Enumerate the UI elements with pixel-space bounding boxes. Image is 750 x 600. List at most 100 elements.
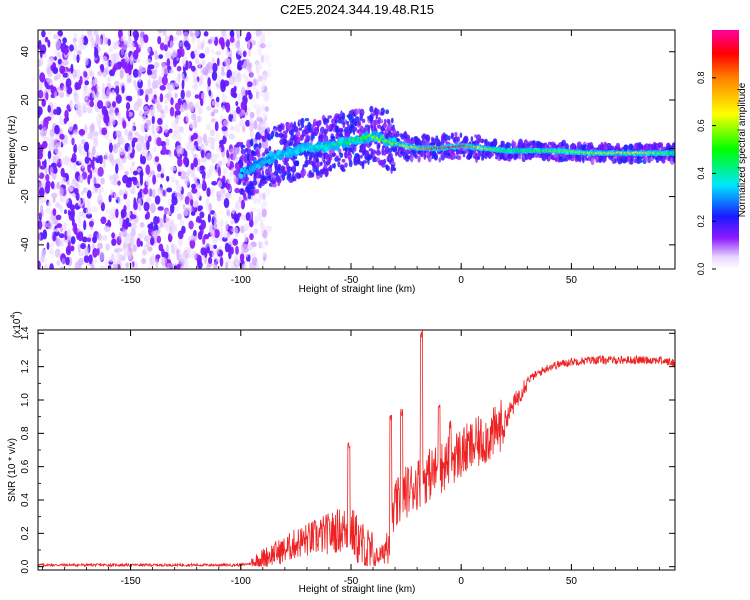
noise-speck bbox=[157, 117, 163, 125]
noise-speck bbox=[54, 124, 60, 135]
noise-speck bbox=[195, 101, 200, 109]
noise-speck bbox=[166, 210, 171, 216]
noise-speck bbox=[90, 79, 96, 88]
halo-speck bbox=[362, 160, 368, 164]
noise-speck bbox=[252, 196, 259, 204]
noise-speck bbox=[117, 117, 122, 126]
noise-speck bbox=[97, 242, 103, 250]
noise-speck bbox=[179, 72, 185, 78]
noise-speck bbox=[166, 58, 171, 68]
noise-speck bbox=[38, 124, 43, 131]
noise-speck bbox=[39, 72, 46, 83]
noise-speck bbox=[111, 101, 117, 108]
noise-speck bbox=[214, 169, 218, 175]
halo-speck bbox=[304, 125, 309, 132]
noise-speck bbox=[89, 100, 95, 108]
halo-speck bbox=[404, 154, 410, 162]
noise-speck bbox=[176, 184, 183, 192]
noise-speck bbox=[96, 232, 102, 241]
noise-speck bbox=[262, 192, 267, 201]
ridge-outer bbox=[372, 130, 377, 137]
noise-speck bbox=[68, 182, 74, 192]
halo-speck bbox=[354, 145, 357, 152]
noise-speck bbox=[210, 187, 215, 197]
halo-speck bbox=[271, 183, 277, 188]
halo-speck bbox=[638, 141, 642, 150]
noise-speck bbox=[104, 100, 111, 107]
noise-speck bbox=[235, 245, 239, 255]
noise-speck bbox=[224, 57, 231, 64]
noise-speck bbox=[256, 261, 259, 267]
noise-speck bbox=[115, 94, 122, 104]
noise-speck bbox=[89, 124, 95, 134]
noise-speck bbox=[192, 132, 198, 140]
noise-speck bbox=[161, 256, 167, 266]
halo-speck bbox=[470, 136, 474, 143]
noise-speck bbox=[150, 203, 156, 214]
noise-speck bbox=[166, 244, 169, 253]
noise-speck bbox=[84, 80, 89, 86]
noise-speck bbox=[38, 199, 43, 205]
noise-speck bbox=[96, 90, 101, 96]
noise-speck bbox=[190, 65, 196, 72]
noise-speck bbox=[241, 214, 246, 221]
noise-speck bbox=[254, 103, 261, 110]
noise-speck bbox=[137, 90, 141, 97]
noise-speck bbox=[245, 77, 249, 84]
noise-speck bbox=[91, 89, 95, 99]
halo-speck bbox=[563, 157, 569, 162]
snr-multiplier-exp: 4 bbox=[10, 315, 17, 319]
noise-speck bbox=[154, 195, 161, 205]
halo-speck bbox=[559, 156, 562, 161]
halo-speck bbox=[598, 158, 602, 163]
noise-speck bbox=[64, 209, 67, 214]
halo-speck bbox=[252, 179, 258, 186]
noise-speck bbox=[104, 151, 109, 161]
noise-speck bbox=[85, 207, 92, 215]
halo-speck bbox=[506, 142, 512, 148]
noise-speck bbox=[112, 66, 117, 73]
halo-speck bbox=[275, 131, 279, 136]
noise-speck bbox=[60, 176, 67, 182]
noise-speck bbox=[120, 36, 124, 42]
halo-speck bbox=[238, 178, 242, 186]
noise-speck bbox=[125, 182, 132, 188]
noise-speck bbox=[66, 104, 70, 111]
noise-speck bbox=[100, 216, 107, 225]
noise-speck bbox=[242, 73, 247, 78]
noise-speck bbox=[147, 266, 154, 269]
noise-speck bbox=[145, 93, 149, 103]
halo-speck bbox=[251, 150, 255, 157]
noise-speck bbox=[205, 123, 211, 131]
halo-speck bbox=[319, 133, 325, 140]
halo-speck bbox=[315, 170, 321, 176]
noise-speck bbox=[256, 212, 263, 222]
noise-speck bbox=[209, 243, 214, 250]
halo-speck bbox=[277, 181, 281, 187]
noise-speck bbox=[187, 236, 194, 241]
noise-speck bbox=[39, 56, 44, 67]
noise-speck bbox=[157, 206, 164, 211]
noise-speck bbox=[261, 203, 266, 210]
y-tick-label: 0.8 bbox=[20, 426, 31, 440]
halo-speck bbox=[295, 125, 298, 133]
noise-speck bbox=[123, 41, 127, 51]
noise-speck bbox=[249, 233, 254, 241]
halo-speck bbox=[501, 140, 504, 146]
halo-speck bbox=[262, 180, 268, 184]
halo-speck bbox=[561, 139, 567, 147]
noise-speck bbox=[92, 156, 96, 162]
noise-speck bbox=[193, 206, 198, 213]
noise-speck bbox=[130, 223, 137, 231]
halo-speck bbox=[286, 166, 293, 172]
noise-speck bbox=[82, 186, 89, 194]
halo-speck bbox=[375, 108, 380, 115]
noise-speck bbox=[219, 189, 226, 194]
noise-speck bbox=[172, 248, 176, 255]
noise-speck bbox=[267, 69, 272, 78]
noise-speck bbox=[106, 76, 112, 83]
halo-speck bbox=[382, 164, 386, 168]
halo-speck bbox=[451, 152, 456, 160]
noise-speck bbox=[65, 78, 72, 89]
noise-speck bbox=[111, 232, 115, 239]
